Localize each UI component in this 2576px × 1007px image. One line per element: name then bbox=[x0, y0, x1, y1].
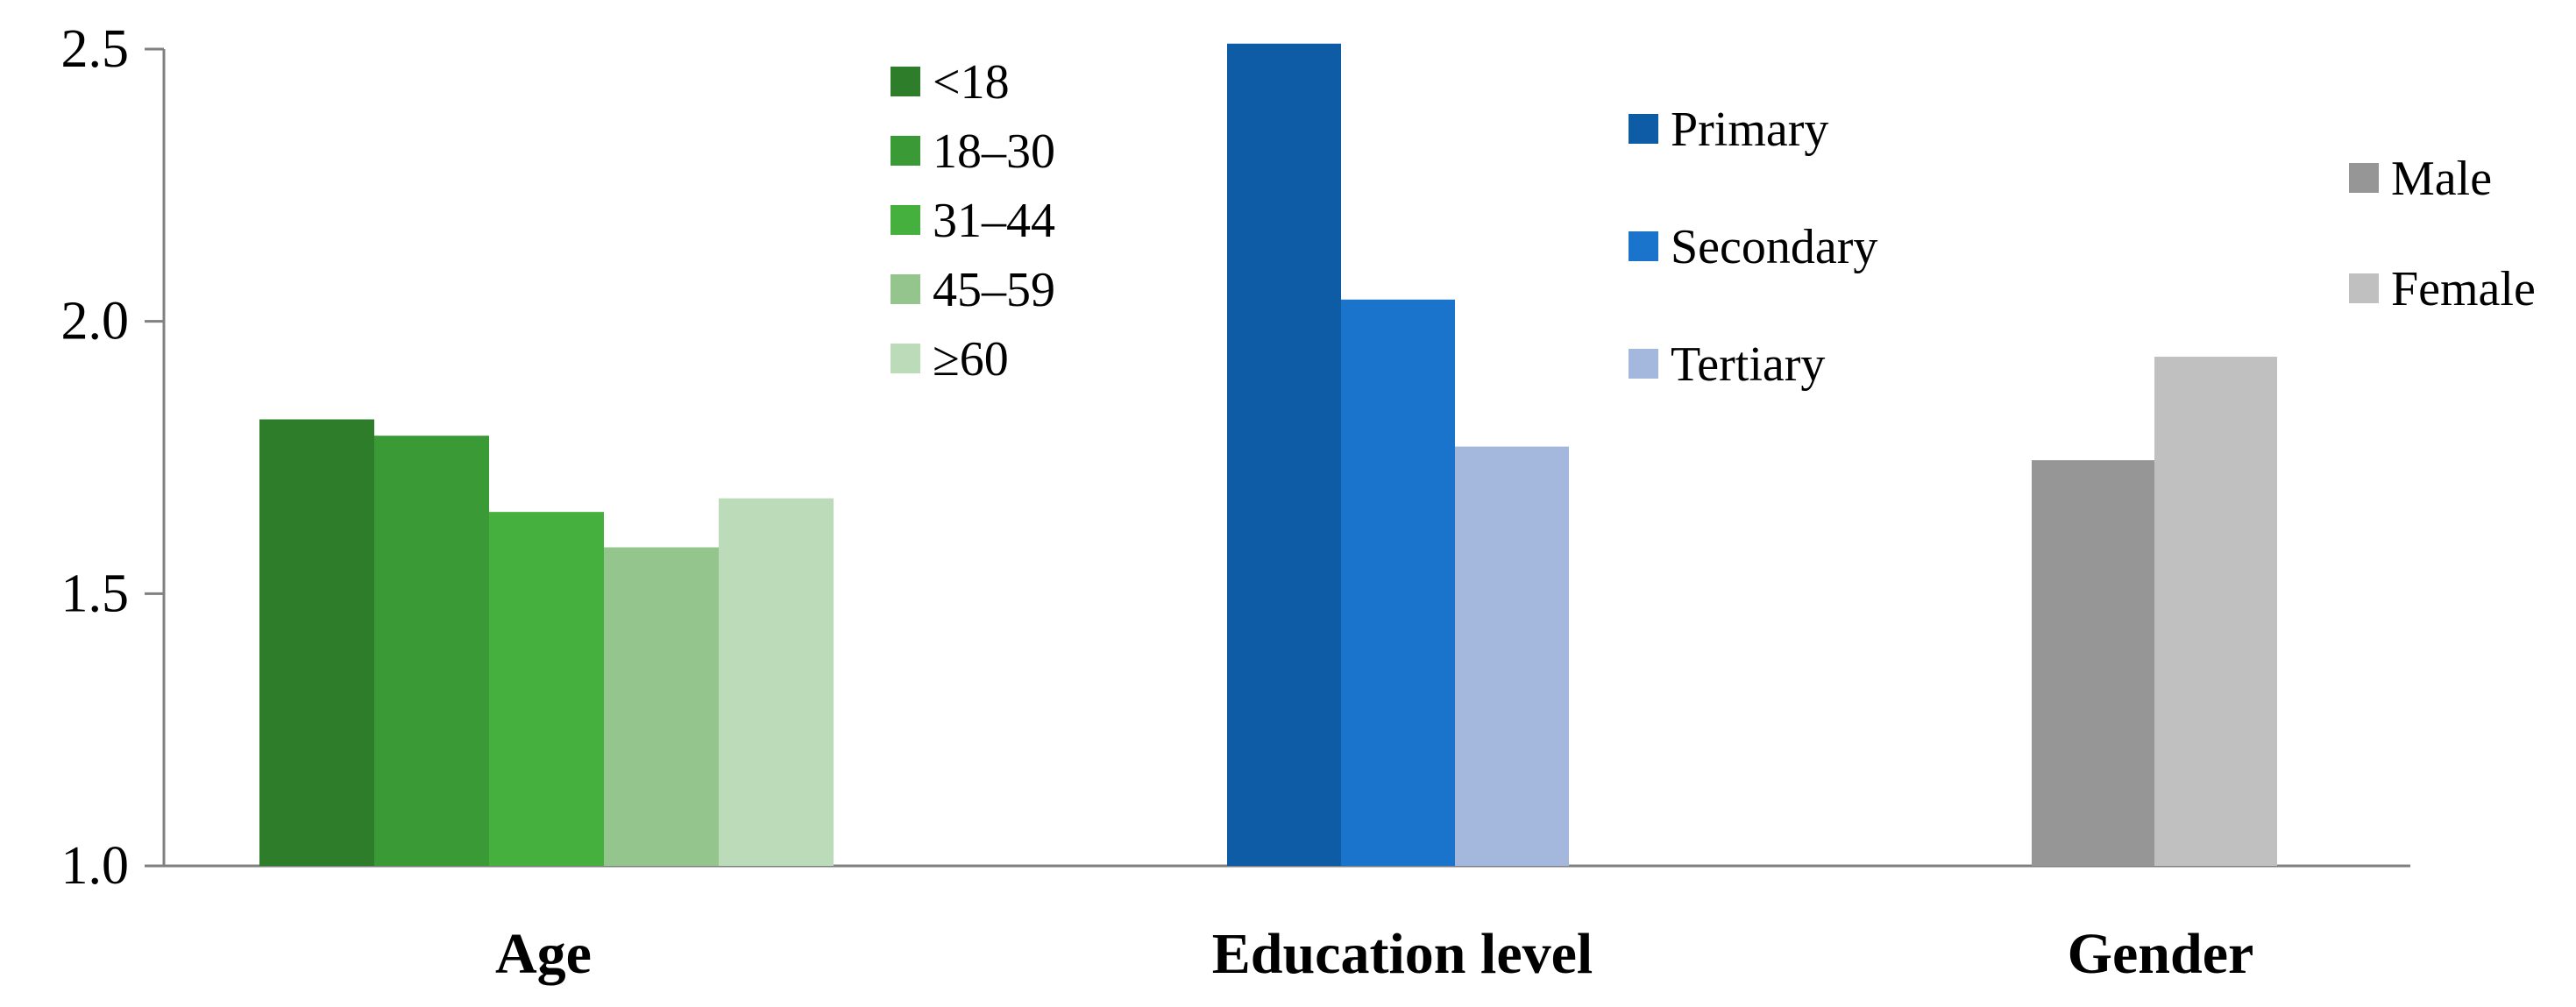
bars bbox=[259, 43, 2277, 866]
legend-label: ≥60 bbox=[933, 332, 1009, 386]
y-tick-label: 1.5 bbox=[61, 564, 130, 623]
legend-swatch bbox=[891, 205, 920, 235]
legend-swatch bbox=[891, 344, 920, 373]
y-tick-label: 2.0 bbox=[61, 292, 130, 351]
legend-swatch bbox=[891, 274, 920, 304]
bar bbox=[2154, 357, 2277, 866]
legend-label: Male bbox=[2391, 152, 2492, 206]
legend-swatch bbox=[2349, 163, 2379, 193]
bar bbox=[719, 498, 834, 866]
legend-label: Primary bbox=[1671, 103, 1828, 157]
legend-swatch bbox=[891, 136, 920, 166]
legend-swatch bbox=[1629, 114, 1658, 144]
bar bbox=[374, 436, 489, 866]
bar bbox=[259, 419, 374, 866]
legend-label: Secondary bbox=[1671, 220, 1877, 274]
legend-label: 31–44 bbox=[933, 194, 1055, 248]
y-tick-label: 1.0 bbox=[61, 836, 130, 896]
bar bbox=[2032, 460, 2154, 866]
category-label: Education level bbox=[1212, 922, 1593, 986]
y-tick-label: 2.5 bbox=[61, 19, 130, 79]
legend-swatch bbox=[1629, 231, 1658, 261]
legend-swatch bbox=[1629, 349, 1658, 379]
category-label: Gender bbox=[2068, 922, 2254, 986]
legend-label: Female bbox=[2391, 262, 2536, 316]
bar bbox=[1341, 299, 1455, 866]
bar bbox=[604, 547, 719, 866]
legend-swatch bbox=[891, 67, 920, 96]
bar bbox=[489, 512, 604, 866]
y-axis: 1.0 1.5 2.0 2.5 bbox=[61, 19, 166, 896]
legend-label: 45–59 bbox=[933, 263, 1055, 317]
legend-label: Tertiary bbox=[1671, 337, 1825, 392]
legends: <18 18–30 31–44 45–59 ≥60 Primary Secondary Ter… bbox=[891, 55, 2536, 392]
category-labels: Age Education level Gender bbox=[495, 922, 2253, 986]
legend-swatch bbox=[2349, 273, 2379, 303]
bar bbox=[1455, 446, 1569, 866]
category-label: Age bbox=[495, 922, 592, 986]
legend-label: 18–30 bbox=[933, 124, 1055, 179]
bar bbox=[1227, 43, 1341, 866]
legend-label: <18 bbox=[933, 55, 1010, 110]
